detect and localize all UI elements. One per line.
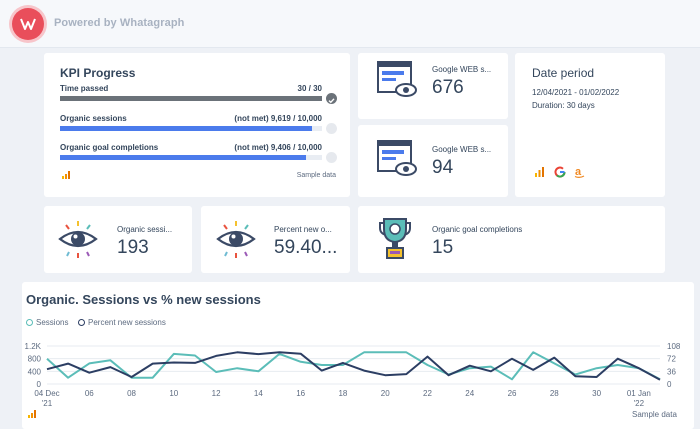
date-duration: Duration: 30 days bbox=[532, 101, 595, 110]
kpi-value: (not met) 9,619 / 10,000 bbox=[234, 114, 322, 123]
stat-value: 15 bbox=[432, 237, 454, 258]
trophy-icon bbox=[379, 218, 411, 259]
kpi-progress-fill bbox=[60, 96, 322, 101]
empty-circle-icon bbox=[326, 152, 337, 163]
kpi-title: KPI Progress bbox=[60, 66, 136, 80]
stat-value: 676 bbox=[432, 77, 464, 98]
chart-title: Organic. Sessions vs % new sessions bbox=[26, 292, 261, 307]
percent-new-card: Percent new o... 59.40... bbox=[201, 206, 350, 273]
legend-dot-percent-new bbox=[78, 319, 85, 326]
kpi-progress-track bbox=[60, 96, 322, 101]
kpi-progress-track bbox=[60, 155, 322, 160]
kpi-progress-fill bbox=[60, 126, 313, 131]
legend-dot-sessions bbox=[26, 319, 33, 326]
kpi-label: Organic sessions bbox=[60, 114, 127, 123]
header: Powered by Whatagraph bbox=[0, 0, 700, 48]
sample-data-label: Sample data bbox=[296, 172, 336, 179]
kpi-progress-track bbox=[60, 126, 322, 131]
legend-label: Percent new sessions bbox=[88, 318, 166, 327]
amazon-icon: a bbox=[574, 166, 585, 178]
google-web-card-2: Google WEB s... 94 bbox=[358, 125, 508, 197]
date-period-title: Date period bbox=[532, 66, 595, 80]
kpi-value: 30 / 30 bbox=[297, 84, 322, 93]
date-range: 12/04/2021 - 01/02/2022 bbox=[532, 88, 620, 97]
brand-text[interactable]: Powered by Whatagraph bbox=[54, 17, 185, 29]
stat-label: Organic sessi... bbox=[117, 225, 173, 234]
eye-icon bbox=[58, 221, 98, 258]
empty-circle-icon bbox=[326, 123, 337, 134]
goal-completions-card: Organic goal completions 15 bbox=[358, 206, 665, 273]
stat-value: 193 bbox=[117, 237, 149, 258]
google-analytics-icon bbox=[62, 171, 70, 179]
kpi-progress-card: KPI Progress Time passed 30 / 30 Organic… bbox=[44, 53, 350, 197]
check-circle-icon bbox=[326, 93, 337, 104]
stat-label: Organic goal completions bbox=[432, 225, 523, 234]
kpi-label: Organic goal completions bbox=[60, 143, 159, 152]
organic-sessions-card: Organic sessi... 193 bbox=[44, 206, 192, 273]
kpi-label: Time passed bbox=[60, 84, 109, 93]
legend-item-percent-new[interactable]: Percent new sessions bbox=[78, 318, 166, 327]
chart-sample-data-label: Sample data bbox=[632, 410, 677, 419]
eye-icon bbox=[216, 221, 256, 258]
google-analytics-icon bbox=[28, 410, 36, 418]
google-icon bbox=[554, 166, 566, 178]
kpi-value: (not met) 9,406 / 10,000 bbox=[234, 143, 322, 152]
browser-eye-icon bbox=[377, 61, 417, 97]
legend-item-sessions[interactable]: Sessions bbox=[26, 318, 68, 327]
google-web-card-1: Google WEB s... 676 bbox=[358, 53, 508, 119]
svg-text:a: a bbox=[575, 166, 582, 178]
stat-label: Percent new o... bbox=[274, 225, 332, 234]
kpi-progress-fill bbox=[60, 155, 307, 160]
stat-value: 59.40... bbox=[274, 237, 338, 258]
stat-label: Google WEB s... bbox=[432, 145, 492, 154]
stat-label: Google WEB s... bbox=[432, 65, 492, 74]
legend-label: Sessions bbox=[36, 318, 69, 327]
stat-value: 94 bbox=[432, 157, 454, 178]
date-period-card: Date period 12/04/2021 - 01/02/2022 Dura… bbox=[515, 53, 665, 197]
browser-eye-icon bbox=[377, 140, 417, 176]
google-analytics-icon bbox=[535, 167, 544, 177]
whatagraph-logo-icon[interactable] bbox=[12, 8, 44, 40]
